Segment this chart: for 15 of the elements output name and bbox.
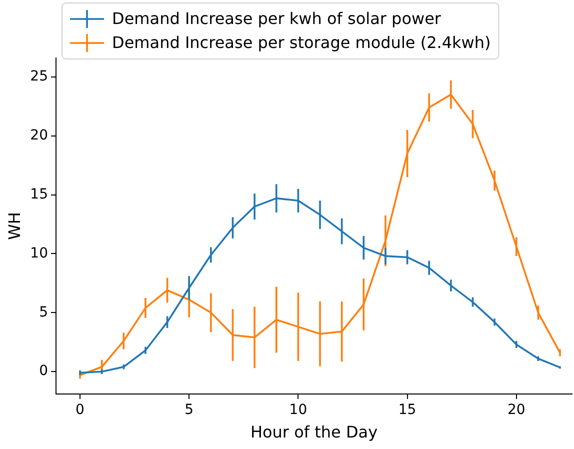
y-tick-label: 0 (39, 363, 48, 380)
y-tick-label: 25 (30, 68, 48, 85)
legend-label: Demand Increase per kwh of solar power (112, 9, 442, 28)
y-tick-label: 10 (30, 245, 48, 262)
y-tick-label: 5 (39, 304, 48, 320)
x-tick-label: 15 (398, 402, 416, 418)
x-axis-title: Hour of the Day (250, 422, 378, 442)
x-tick-label: 0 (76, 402, 84, 418)
y-tick-label: 15 (30, 186, 48, 202)
x-tick-label: 5 (184, 402, 194, 418)
x-tick-label: 20 (507, 402, 526, 418)
y-axis-title: WH (4, 212, 24, 240)
legend-label: Demand Increase per storage module (2.4kwh) (112, 33, 491, 52)
x-tick-label: 10 (289, 402, 308, 418)
y-tick-label: 20 (30, 127, 48, 144)
